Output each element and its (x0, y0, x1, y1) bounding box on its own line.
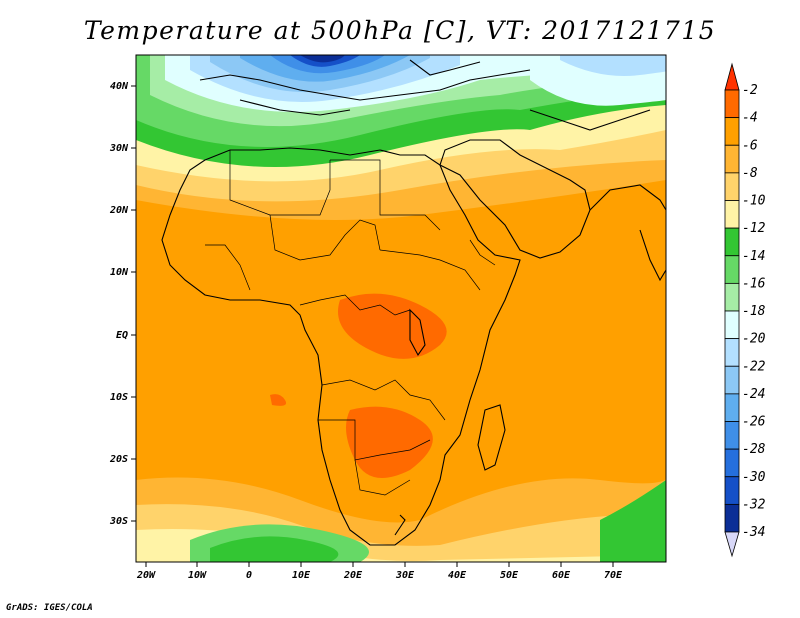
lon-tick-label: 20W (136, 570, 156, 581)
lat-tick-label: 10N (110, 267, 129, 278)
colorbar-label: -30 (742, 470, 766, 485)
lat-tick-label: EQ (116, 330, 128, 341)
country-borders (205, 150, 496, 496)
lon-tick-label: 0 (246, 570, 252, 581)
lon-tick-label: 20E (343, 570, 363, 581)
lat-tick-label: 20S (109, 454, 128, 465)
colorbar-box (724, 172, 740, 201)
lon-tick-label: 60E (552, 570, 571, 581)
colorbar-label: -16 (742, 276, 766, 291)
lon-tick-label: 10W (188, 570, 207, 581)
colorbar-box (724, 338, 740, 367)
colorbar-bottom-triangle (724, 531, 740, 558)
colorbar-box (724, 200, 740, 229)
colorbar-label: -4 (742, 111, 758, 126)
colorbar-box (724, 144, 740, 174)
lat-tick-label: 30S (109, 516, 128, 527)
coastlines (161, 59, 666, 546)
lat-tick-label: 20N (109, 205, 129, 216)
lat-tick-label: 30N (109, 143, 129, 154)
colorbar-label: -24 (742, 387, 765, 402)
colorbar-label: -20 (742, 332, 766, 347)
colorbar-box (724, 393, 740, 422)
page-title: Temperature at 500hPa [C], VT: 201712171… (83, 16, 717, 45)
colorbar: -2 -4 -6 -8 -10 -12 -14 -16 -18 -20 -22 -24 -26 -28 -3… (724, 62, 766, 558)
lon-axis: 20W 10W 0 10E 20E 30E 40E 50E 60E 70E (136, 562, 623, 581)
lat-axis: 40N 30N 20N 10N EQ 10S 20S 30S (109, 81, 136, 527)
colorbar-box (724, 255, 740, 284)
lat-tick-label: 10S (110, 392, 128, 403)
temperature-field (136, 55, 666, 562)
colorbar-label: -28 (742, 442, 766, 457)
lat-tick-label: 40N (110, 81, 129, 92)
lon-tick-label: 30E (395, 570, 415, 581)
colorbar-box (724, 448, 740, 478)
colorbar-box (724, 365, 740, 395)
colorbar-box (724, 503, 740, 533)
colorbar-label: -8 (742, 166, 758, 181)
colorbar-label: -10 (742, 194, 766, 209)
colorbar-box (724, 117, 740, 146)
colorbar-label: -34 (742, 525, 765, 540)
colorbar-box (724, 476, 740, 505)
colorbar-label: -2 (742, 83, 758, 98)
footer-credit: GrADS: IGES/COLA (6, 603, 93, 613)
colorbar-label: -6 (742, 138, 758, 153)
lon-tick-label: 10E (292, 570, 311, 581)
colorbar-box (724, 421, 740, 450)
colorbar-label: -32 (742, 497, 766, 512)
colorbar-box (724, 310, 740, 340)
lon-tick-label: 50E (500, 570, 519, 581)
colorbar-label: -26 (742, 415, 766, 430)
plot-frame (135, 54, 667, 563)
lon-tick-label: 40E (448, 570, 467, 581)
colorbar-top-triangle (724, 62, 740, 91)
colorbar-box (724, 282, 740, 312)
colorbar-box (724, 89, 740, 119)
colorbar-label: -14 (742, 249, 765, 264)
lon-tick-label: 70E (604, 570, 623, 581)
colorbar-label: -18 (742, 304, 766, 319)
colorbar-label: -22 (742, 359, 766, 374)
colorbar-box (724, 227, 740, 257)
colorbar-label: -12 (742, 221, 766, 236)
